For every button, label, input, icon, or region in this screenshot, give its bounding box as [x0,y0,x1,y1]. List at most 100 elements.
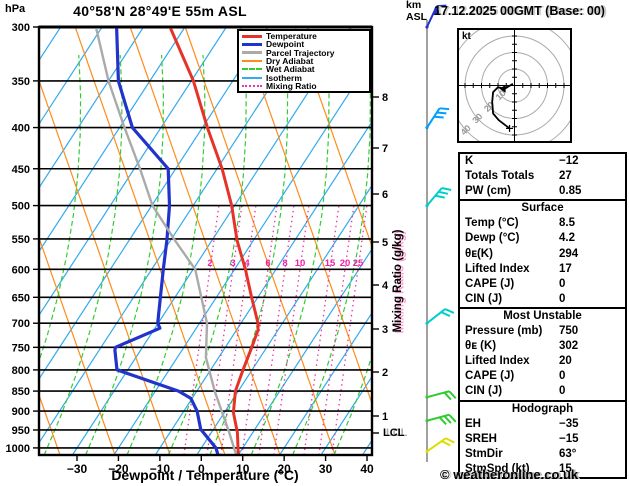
wind-barb [425,390,457,401]
indices-value: 0 [559,370,566,383]
wind-barb-feather [443,391,452,401]
dewpoint-curve [113,27,220,455]
wind-barb-feather [435,194,445,199]
indices-value: 17 [559,262,572,275]
isotherm-line [39,27,269,381]
dry-adiabat-line [184,27,336,455]
indices-label: Dewp (°C) [465,232,520,245]
indices-label: StmDir [465,447,503,460]
indices-value: 15 [559,462,572,475]
mixing-ratio-value-label: 20 [340,258,351,269]
temp-tick-label: −30 [67,462,88,476]
km-tick-label: 5 [382,237,388,249]
wind-barb-feather [445,437,455,444]
pressure-tick-label: 850 [12,386,30,398]
km-tick-label: 1 [382,411,388,423]
isotherm-line [196,184,372,455]
legend-item-label: Dry Adiabat [266,55,314,66]
indices-table: K −12 Totals Totals 27 PW (cm) 0.85 Surface Tem… [458,152,627,479]
mixing-ratio-value-label: 2 [207,258,212,269]
pressure-tick-label: 1000 [6,443,30,455]
wind-barb-feather [448,390,457,399]
legend-swatch-dry-adiabat [242,59,262,62]
legend-box: Temperature Dewpoint Parcel Trajectory Dry … [237,29,371,93]
indices-row: Totals Totals 27 [460,169,625,184]
indices-value: 0.85 [559,185,582,198]
wind-barb [425,107,450,130]
legend-item-label: Temperature [266,31,317,42]
wind-barb-staff [426,413,450,422]
legend-swatch-dewpoint [242,42,262,46]
indices-label: Totals Totals [465,170,535,183]
indices-value: −12 [559,155,579,167]
dry-adiabat-line [239,27,372,406]
indices-row: StmDir 63° [460,447,625,462]
wind-barb-anchor [425,25,429,29]
pressure-tick-label: 450 [12,164,30,176]
indices-value: 302 [559,340,579,353]
wind-barb-staff [426,187,443,207]
wind-barb [425,187,452,208]
mixing-ratio-value-label: 10 [295,258,306,269]
indices-value: 20 [559,355,572,368]
legend-item-label: Mixing Ratio [266,80,317,91]
legend-swatch-parcel-trajectory [242,51,262,55]
mixing-ratio-line [303,204,340,455]
wind-barb-anchor [425,321,429,325]
km-tick-label: 2 [382,367,388,379]
indices-value: −15 [559,432,579,445]
indices-value: 27 [559,170,572,183]
wind-barb-feather [438,416,447,426]
pressure-tick-label: 900 [12,406,30,418]
indices-label: Temp (°C) [465,217,519,230]
indices-row: EH −35 [460,417,625,432]
legend-swatch-mixing-ratio [242,84,262,87]
indices-row: Pressure (mb) 750 [460,324,625,339]
mixing-ratio-line [258,204,295,455]
indices-section: Hodograph EH −35 SREH −15 StmDir 63° StmSpd (kt… [460,399,625,477]
wind-barb-staff [426,390,450,399]
wind-barb [425,4,447,29]
indices-value: 750 [559,325,579,338]
wet-adiabat-line [292,54,372,455]
wind-barb-feather [436,4,447,8]
pressure-tick-label: 700 [12,318,30,330]
mixing-ratio-value-label: 25 [353,258,364,269]
legend-item: Parcel Trajectory [239,48,369,57]
indices-label: Lifted Index [465,355,530,368]
dry-adiabat-line [39,78,171,455]
indices-row: Temp (°C) 8.5 [460,216,625,231]
mixing-ratio-value-label: 6 [265,258,270,269]
wind-barb [425,308,455,325]
wet-adiabat-line [85,54,165,455]
mixing-ratio-line [206,204,243,455]
legend-item: Isotherm [239,72,369,83]
wet-adiabat-line [375,55,453,455]
indices-value: 294 [559,247,579,260]
legend-item-label: Isotherm [266,72,302,83]
km-tick-label: 8 [382,92,388,104]
indices-row: Dewp (°C) 4.2 [460,231,625,246]
indices-label: θᴇ(K) [465,247,493,260]
km-tick-label: 6 [382,189,388,201]
altitude-unit-asl: ASL [406,10,427,23]
indices-row: StmSpd (kt) 15 [460,462,625,477]
indices-label: SREH [465,432,497,445]
temp-tick-label: 40 [360,462,374,476]
run-datetime: 17.12.2025 00GMT (Base: 00) [434,4,605,18]
pressure-tick-label: 550 [12,234,30,246]
indices-row: Lifted Index 20 [460,354,625,369]
wind-barb-feather [443,415,452,424]
wind-barb-feather [441,187,452,191]
dry-adiabat-line [74,27,226,455]
legend-item: Wet Adiabat [239,65,369,74]
indices-row: CAPE (J) 0 [460,369,625,384]
wind-barb-anchor [425,204,429,208]
indices-label: CIN (J) [465,292,503,305]
km-tick-label: 3 [382,324,388,336]
indices-value: 63° [559,447,577,460]
wind-barb-pennant [432,6,441,16]
legend-swatch-wet-adiabat [242,68,262,71]
